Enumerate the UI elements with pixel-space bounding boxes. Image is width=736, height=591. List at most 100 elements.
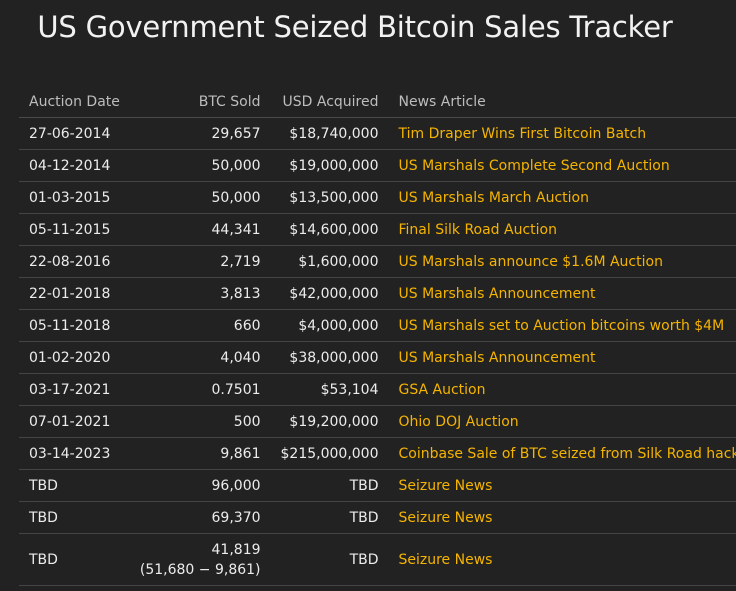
- column-header-usd[interactable]: USD Acquired: [270, 86, 389, 118]
- cell-news-article: US Marshals March Auction: [388, 181, 736, 214]
- news-article-link[interactable]: Tim Draper Wins First Bitcoin Batch: [398, 125, 647, 142]
- table-row: 05-11-2015 44,341 $14,600,000 Final Silk Ro…: [19, 213, 736, 246]
- cell-usd-acquired: $53,104: [270, 373, 389, 406]
- table-row: 01-03-2015 50,000 $13,500,000 US Marshals M…: [19, 181, 736, 214]
- table-row: 27-06-2014 29,657 $18,740,000 Tim Draper Wi…: [19, 117, 736, 150]
- cell-btc-sold: 4,040: [129, 341, 271, 374]
- cell-news-article: US Marshals set to Auction bitcoins wort…: [388, 309, 736, 342]
- btc-sold-value: 0.7501: [211, 381, 261, 398]
- cell-auction-date: 07-01-2021: [19, 405, 130, 438]
- column-header-btc[interactable]: BTC Sold: [129, 86, 271, 118]
- cell-usd-acquired: $19,200,000: [270, 405, 389, 438]
- cell-btc-sold: 44,341: [129, 213, 271, 246]
- btc-sold-value: 29,657: [211, 125, 261, 142]
- cell-news-article: Tim Draper Wins First Bitcoin Batch: [388, 117, 736, 150]
- news-article-link[interactable]: Seizure News: [398, 551, 493, 568]
- cell-usd-acquired: TBD: [270, 501, 389, 534]
- cell-news-article: GSA Auction: [388, 373, 736, 406]
- news-article-link[interactable]: US Marshals Announcement: [398, 349, 596, 366]
- cell-usd-acquired: TBD: [270, 533, 389, 586]
- btc-sold-value: 96,000: [211, 477, 261, 494]
- cell-btc-sold: 96,000: [129, 469, 271, 502]
- cell-auction-date: 22-08-2016: [19, 245, 130, 278]
- cell-auction-date: 01-02-2020: [19, 341, 130, 374]
- table-row: 04-12-2014 50,000 $19,000,000 US Marshals C…: [19, 149, 736, 182]
- news-article-link[interactable]: US Marshals set to Auction bitcoins wort…: [398, 317, 725, 334]
- cell-usd-acquired: $13,500,000: [270, 181, 389, 214]
- btc-sold-value: 44,341: [211, 221, 261, 238]
- cell-auction-date: 22-01-2018: [19, 277, 130, 310]
- column-header-news[interactable]: News Article: [388, 86, 736, 118]
- cell-usd-acquired: $18,740,000: [270, 117, 389, 150]
- cell-auction-date: 05-11-2018: [19, 309, 130, 342]
- btc-sold-value: 69,370: [211, 509, 261, 526]
- cell-btc-sold: 29,657: [129, 117, 271, 150]
- cell-usd-acquired: $4,000,000: [270, 309, 389, 342]
- cell-news-article: Seizure News: [388, 533, 736, 586]
- cell-usd-acquired: $38,000,000: [270, 341, 389, 374]
- cell-usd-acquired: $19,000,000: [270, 149, 389, 182]
- cell-btc-sold: 50,000: [129, 181, 271, 214]
- btc-sold-value: 2,719: [220, 253, 261, 270]
- btc-sold-value: 500: [233, 413, 261, 430]
- cell-news-article: Seizure News: [388, 469, 736, 502]
- page-title: US Government Seized Bitcoin Sales Track…: [37, 10, 673, 44]
- cell-btc-sold: 2,719: [129, 245, 271, 278]
- table-row: 22-01-2018 3,813 $42,000,000 US Marshals An…: [19, 277, 736, 310]
- cell-auction-date: 05-11-2015: [19, 213, 130, 246]
- cell-usd-acquired: $42,000,000: [270, 277, 389, 310]
- cell-news-article: Coinbase Sale of BTC seized from Silk Ro…: [388, 437, 736, 470]
- auction-table: Auction Date BTC Sold USD Acquired News …: [19, 86, 736, 586]
- table-row: 05-11-2018 660 $4,000,000 US Marshals set t…: [19, 309, 736, 342]
- cell-news-article: US Marshals announce $1.6M Auction: [388, 245, 736, 278]
- cell-btc-sold: 660: [129, 309, 271, 342]
- news-article-link[interactable]: GSA Auction: [398, 381, 486, 398]
- cell-btc-sold: 69,370: [129, 501, 271, 534]
- table-row: 22-08-2016 2,719 $1,600,000 US Marshals ann…: [19, 245, 736, 278]
- btc-sold-note: (51,680 − 9,861): [139, 561, 261, 578]
- column-header-date[interactable]: Auction Date: [19, 86, 130, 118]
- news-article-link[interactable]: Coinbase Sale of BTC seized from Silk Ro…: [398, 445, 736, 462]
- btc-sold-value: 660: [233, 317, 261, 334]
- table-row: TBD 41,819 (51,680 − 9,861) TBD Seizure News: [19, 533, 736, 586]
- cell-auction-date: 27-06-2014: [19, 117, 130, 150]
- table-row: TBD 96,000 TBD Seizure News: [19, 469, 736, 502]
- btc-sold-value: 3,813: [220, 285, 261, 302]
- news-article-link[interactable]: Final Silk Road Auction: [398, 221, 557, 238]
- news-article-link[interactable]: Ohio DOJ Auction: [398, 413, 519, 430]
- news-article-link[interactable]: US Marshals Announcement: [398, 285, 596, 302]
- cell-auction-date: 03-14-2023: [19, 437, 130, 470]
- news-article-link[interactable]: Seizure News: [398, 509, 493, 526]
- table-header-row: Auction Date BTC Sold USD Acquired News …: [19, 86, 736, 118]
- cell-btc-sold: 50,000: [129, 149, 271, 182]
- table-row: 03-17-2021 0.7501 $53,104 GSA Auction: [19, 373, 736, 406]
- cell-usd-acquired: $215,000,000: [270, 437, 389, 470]
- cell-auction-date: 03-17-2021: [19, 373, 130, 406]
- table-row: 03-14-2023 9,861 $215,000,000 Coinbase Sale…: [19, 437, 736, 470]
- cell-usd-acquired: $1,600,000: [270, 245, 389, 278]
- cell-auction-date: TBD: [19, 501, 130, 534]
- news-article-link[interactable]: Seizure News: [398, 477, 493, 494]
- table-row: 07-01-2021 500 $19,200,000 Ohio DOJ Auction: [19, 405, 736, 438]
- cell-usd-acquired: $14,600,000: [270, 213, 389, 246]
- cell-news-article: Final Silk Road Auction: [388, 213, 736, 246]
- cell-auction-date: 04-12-2014: [19, 149, 130, 182]
- cell-news-article: US Marshals Announcement: [388, 277, 736, 310]
- news-article-link[interactable]: US Marshals Complete Second Auction: [398, 157, 670, 174]
- news-article-link[interactable]: US Marshals March Auction: [398, 189, 589, 206]
- cell-auction-date: TBD: [19, 469, 130, 502]
- cell-btc-sold: 41,819 (51,680 − 9,861): [129, 533, 271, 586]
- table-row: TBD 69,370 TBD Seizure News: [19, 501, 736, 534]
- cell-auction-date: 01-03-2015: [19, 181, 130, 214]
- cell-auction-date: TBD: [19, 533, 130, 586]
- btc-sold-value: 50,000: [211, 189, 261, 206]
- btc-sold-value: 4,040: [220, 349, 261, 366]
- btc-sold-value: 9,861: [220, 445, 261, 462]
- table-body: 27-06-2014 29,657 $18,740,000 Tim Draper Wi…: [19, 117, 736, 586]
- news-article-link[interactable]: US Marshals announce $1.6M Auction: [398, 253, 663, 270]
- cell-usd-acquired: TBD: [270, 469, 389, 502]
- cell-btc-sold: 3,813: [129, 277, 271, 310]
- cell-btc-sold: 9,861: [129, 437, 271, 470]
- cell-news-article: Seizure News: [388, 501, 736, 534]
- table-row: 01-02-2020 4,040 $38,000,000 US Marshals An…: [19, 341, 736, 374]
